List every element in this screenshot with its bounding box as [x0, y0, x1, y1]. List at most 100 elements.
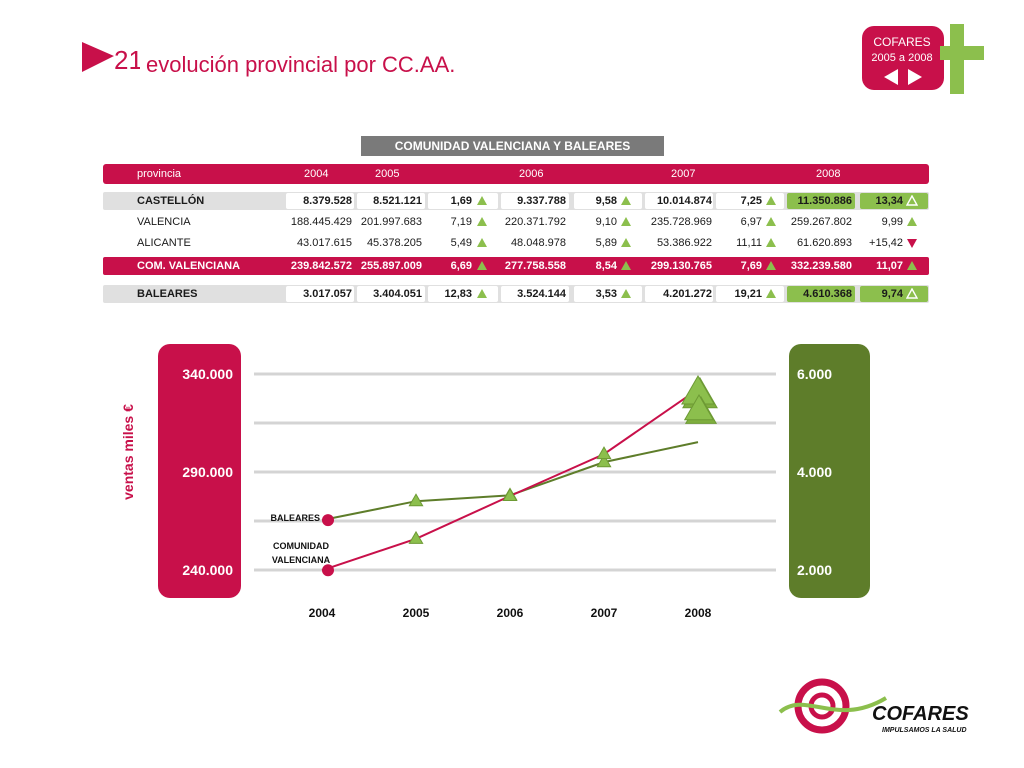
value-box	[357, 286, 425, 302]
arrow-left-icon	[884, 69, 898, 85]
x-tick-label: 2007	[591, 606, 618, 620]
table-cell: 255.897.009	[360, 260, 422, 272]
table-cell: 4.610.368	[803, 288, 852, 300]
value-box	[357, 193, 425, 209]
svg-text:COFARES: COFARES	[872, 703, 969, 725]
table-cell: 7,69	[740, 260, 762, 272]
x-tick-label: 2008	[685, 606, 712, 620]
table-cell: 11,07	[876, 260, 903, 272]
y-axis-label: ventas miles €	[120, 404, 136, 500]
value-box	[501, 193, 569, 209]
table-cell: +15,42	[869, 237, 903, 249]
table-cell: 9,58	[595, 195, 617, 207]
table-cell: 8,54	[595, 260, 617, 272]
end-point-marker	[683, 393, 715, 421]
table-cell: 9,99	[881, 216, 903, 228]
x-tick-label: 2004	[309, 606, 336, 620]
value-box	[787, 193, 855, 209]
arrow-right-icon	[908, 69, 922, 85]
header-2007: 2007	[671, 168, 696, 180]
table-cell: 188.445.429	[290, 216, 352, 228]
table-cell: 4.201.272	[663, 288, 712, 300]
value-box	[645, 193, 713, 209]
start-point-marker	[322, 514, 334, 527]
table-cell: 3.524.144	[517, 288, 566, 300]
table-cell: 43.017.615	[296, 237, 352, 249]
play-triangle-icon	[82, 42, 114, 72]
trend-up-icon	[766, 238, 776, 247]
table-header	[103, 164, 929, 184]
table-cell: 239.842.572	[290, 260, 352, 272]
trend-up-icon	[907, 217, 917, 226]
trend-up-outline-icon	[906, 288, 918, 299]
cofares-period-logo: COFARES 2005 a 2008	[862, 24, 984, 94]
header-provincia: provincia	[137, 168, 182, 180]
header-2004: 2004	[304, 168, 329, 180]
data-point-marker	[596, 454, 612, 468]
province-name: VALENCIA	[137, 216, 191, 228]
right-tick-label: 6.000	[797, 366, 832, 382]
table-cell: 5,49	[450, 237, 472, 249]
data-point-marker	[596, 446, 612, 460]
table-cell: 12,83	[444, 288, 472, 300]
table-cell: 53.386.922	[656, 237, 712, 249]
left-tick-label: 240.000	[182, 562, 233, 578]
left-axis-panel	[158, 344, 241, 598]
value-box	[501, 286, 569, 302]
table-cell: 220.371.792	[504, 216, 566, 228]
trend-up-icon	[477, 238, 487, 247]
data-point-marker	[408, 530, 424, 544]
trend-up-icon	[766, 261, 776, 270]
table-cell: 1,69	[450, 195, 472, 207]
trend-up-icon	[621, 238, 631, 247]
trend-up-icon	[621, 261, 631, 270]
table-cell: 48.048.978	[510, 237, 566, 249]
right-tick-label: 2.000	[797, 562, 832, 578]
value-box	[645, 286, 713, 302]
trend-up-icon	[621, 196, 631, 205]
table-cell: 11,11	[736, 237, 762, 249]
trend-up-icon	[477, 261, 487, 270]
table-caption: COMUNIDAD VALENCIANA Y BALEARES	[361, 136, 664, 156]
slide-number: 21	[114, 45, 140, 75]
trend-up-icon	[477, 289, 487, 298]
table-cell: 61.620.893	[796, 237, 852, 249]
table-cell: 9.337.788	[517, 195, 566, 207]
table-cell: 9,74	[881, 288, 903, 300]
value-box	[286, 286, 354, 302]
svg-text:COFARES: COFARES	[873, 35, 930, 49]
table-cell: 9,10	[595, 216, 617, 228]
svg-text:IMPULSAMOS LA SALUD: IMPULSAMOS LA SALUD	[882, 727, 967, 734]
trend-up-icon	[766, 217, 776, 226]
x-tick-label: 2005	[403, 606, 430, 620]
trend-up-icon	[766, 196, 776, 205]
province-name: BALEARES	[137, 288, 198, 300]
start-point-marker	[322, 564, 334, 577]
series-label-baleares: BALEARES	[270, 513, 320, 523]
data-point-marker	[502, 487, 518, 502]
table-cell: 3.017.057	[303, 288, 352, 300]
cofares-logo: COFARES IMPULSAMOS LA SALUD	[778, 678, 969, 734]
trend-up-outline-icon	[906, 195, 918, 206]
table-cell: 6,69	[450, 260, 472, 272]
table-cell: 8.379.528	[303, 195, 352, 207]
province-name: COM. VALENCIANA	[137, 260, 241, 272]
province-name: ALICANTE	[137, 237, 191, 249]
table-cell: 19,21	[734, 288, 762, 300]
table-cell: 7,19	[450, 216, 472, 228]
table-cell: 10.014.874	[656, 195, 712, 207]
svg-text:2005 a 2008: 2005 a 2008	[871, 52, 932, 64]
table-cell: 6,97	[740, 216, 762, 228]
series-label-com-valenciana: VALENCIANA	[272, 555, 331, 565]
table-cell: 299.130.765	[650, 260, 712, 272]
trend-up-icon	[477, 196, 487, 205]
series-line	[321, 388, 699, 572]
plus-cross-icon	[940, 24, 984, 94]
header-2008: 2008	[816, 168, 841, 180]
trend-up-icon	[907, 261, 917, 270]
value-box	[286, 193, 354, 209]
table-cell: 235.728.969	[650, 216, 712, 228]
table-cell: 332.239.580	[790, 260, 852, 272]
table-cell: 5,89	[595, 237, 617, 249]
